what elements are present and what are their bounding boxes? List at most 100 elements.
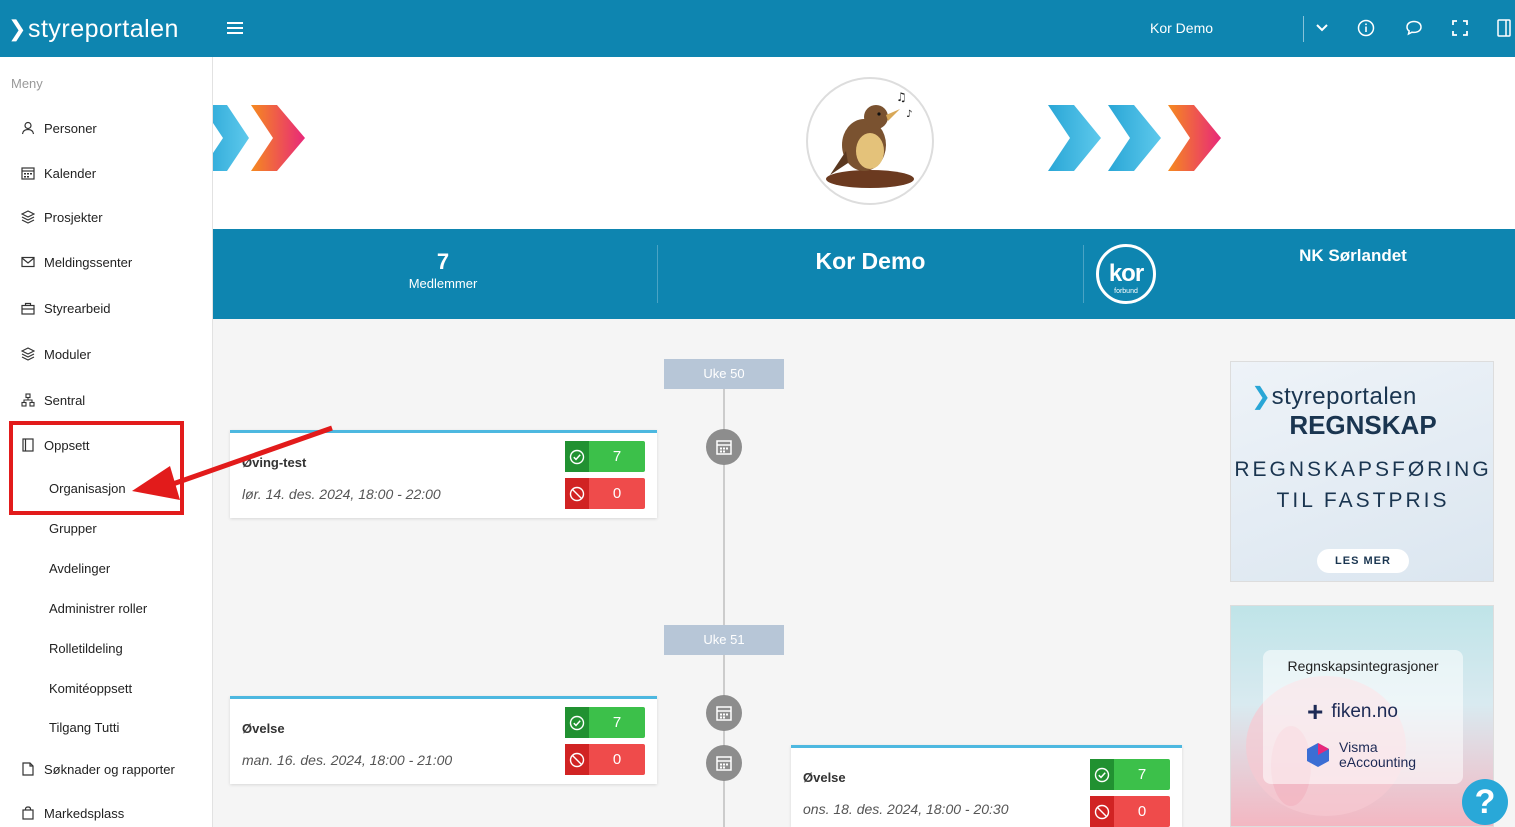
sidebar-subitem-avdelinger[interactable]: Avdelinger bbox=[49, 561, 111, 576]
calendar-icon bbox=[20, 165, 36, 181]
svg-text:♫: ♫ bbox=[896, 90, 907, 104]
accept-count: 7 bbox=[612, 714, 622, 731]
sidebar-item-label: Personer bbox=[44, 120, 97, 136]
federation-logo-text: kor bbox=[1108, 260, 1144, 287]
event-title: Øvelse bbox=[242, 721, 285, 736]
svg-text:♪: ♪ bbox=[906, 109, 912, 120]
event-card[interactable]: Øvelse ons. 18. des. 2024, 18:00 - 20:30… bbox=[791, 745, 1182, 827]
menu-toggle-icon[interactable] bbox=[227, 19, 243, 39]
sidebar-item-moduler[interactable]: Moduler bbox=[20, 344, 91, 364]
decline-button[interactable]: 0 bbox=[1090, 796, 1170, 827]
federation-logo-sub: forbund bbox=[1114, 288, 1138, 295]
sidebar-item-oppsett[interactable]: Oppsett bbox=[20, 435, 90, 455]
sidebar-item-label: Styrearbeid bbox=[44, 300, 111, 316]
chat-icon[interactable] bbox=[1404, 18, 1424, 38]
visma-logo: Visma eAccounting bbox=[1305, 740, 1416, 770]
stats-divider bbox=[657, 245, 658, 303]
sidebar-item-personer[interactable]: Personer bbox=[20, 118, 97, 138]
sidebar-subitem-grupper[interactable]: Grupper bbox=[49, 521, 97, 536]
event-title: Øvelse bbox=[803, 770, 846, 785]
event-date: lør. 14. des. 2024, 18:00 - 22:00 bbox=[242, 486, 441, 502]
chevron-down-icon[interactable] bbox=[1312, 18, 1332, 38]
org-avatar: ♫ ♪ bbox=[806, 77, 934, 205]
header-org-name: Kor Demo bbox=[1150, 20, 1214, 36]
singing-bird-image: ♫ ♪ bbox=[826, 90, 914, 188]
decline-button[interactable]: 0 bbox=[565, 744, 645, 775]
sidebar-item-sentral[interactable]: Sentral bbox=[20, 390, 85, 410]
calendar-icon bbox=[706, 745, 742, 781]
sidebar-item-prosjekter[interactable]: Prosjekter bbox=[20, 207, 103, 227]
members-count: 7 bbox=[436, 249, 450, 274]
integrations-heading: Regnskapsintegrasjoner bbox=[1287, 658, 1439, 674]
decline-button[interactable]: 0 bbox=[565, 478, 645, 509]
top-bar: ❯ styreportalen Kor Demo bbox=[0, 0, 1515, 57]
main-content: ♫ ♪ 7 Medlemmer Kor Demo kor forbund NK … bbox=[213, 57, 1515, 827]
sidebar-item-label: Oppsett bbox=[44, 437, 90, 453]
calendar-icon bbox=[706, 695, 742, 731]
person-icon bbox=[20, 120, 36, 136]
event-card[interactable]: Øving-test lør. 14. des. 2024, 18:00 - 2… bbox=[230, 430, 657, 518]
accept-button[interactable]: 7 bbox=[1090, 759, 1170, 790]
logo-text: styreportalen bbox=[27, 14, 179, 43]
week-label: Uke 50 bbox=[664, 359, 784, 389]
sidebar-item-label: Prosjekter bbox=[44, 209, 103, 225]
decline-count: 0 bbox=[612, 751, 622, 768]
stats-divider bbox=[1083, 245, 1084, 303]
app-logo[interactable]: ❯ styreportalen bbox=[8, 14, 179, 44]
sidebar-subitem-administrer-roller[interactable]: Administrer roller bbox=[49, 601, 148, 616]
integrations-ad-banner[interactable]: Regnskapsintegrasjoner + fiken.no Visma e… bbox=[1230, 605, 1494, 827]
sidebar-item-soknader[interactable]: Søknader og rapporter bbox=[20, 759, 175, 779]
fullscreen-icon[interactable] bbox=[1450, 18, 1470, 38]
sidebar-item-styrearbeid[interactable]: Styrearbeid bbox=[20, 298, 110, 318]
regnskap-ad-banner[interactable]: ❯styreportalen REGNSKAP REGNSKAPSFØRING … bbox=[1230, 361, 1494, 582]
ad-tagline-2: TIL FASTPRIS bbox=[1276, 489, 1450, 512]
accept-button[interactable]: 7 bbox=[565, 441, 645, 472]
hierarchy-icon bbox=[20, 392, 36, 408]
sidebar-item-label: Meldingssenter bbox=[44, 254, 133, 270]
week-label: Uke 51 bbox=[664, 625, 784, 655]
ad-headline: REGNSKAP bbox=[1289, 410, 1437, 440]
sidebar-item-kalender[interactable]: Kalender bbox=[20, 163, 96, 183]
org-title: Kor Demo bbox=[815, 248, 926, 274]
sidebar-item-meldingssenter[interactable]: Meldingssenter bbox=[20, 252, 132, 272]
annotation-highlight-box bbox=[9, 421, 184, 515]
banner-decoration bbox=[213, 105, 1221, 171]
decline-count: 0 bbox=[612, 485, 622, 502]
calendar-icon bbox=[706, 429, 742, 465]
event-date: ons. 18. des. 2024, 18:00 - 20:30 bbox=[803, 801, 1009, 817]
sidebar-subitem-komiteoppsett[interactable]: Komitéoppsett bbox=[49, 681, 133, 696]
ban-icon bbox=[565, 478, 589, 509]
book-icon bbox=[20, 437, 36, 453]
sidebar-item-label: Sentral bbox=[44, 392, 86, 408]
event-date: man. 16. des. 2024, 18:00 - 21:00 bbox=[242, 752, 453, 768]
layers-icon bbox=[20, 209, 36, 225]
ad-brand-chevron-icon: ❯ bbox=[1251, 383, 1272, 410]
sidebar-subitem-organisasjon[interactable]: Organisasjon bbox=[49, 481, 126, 496]
briefcase-icon bbox=[20, 300, 36, 316]
members-label: Medlemmer bbox=[408, 276, 478, 291]
sidebar-item-label: Søknader og rapporter bbox=[44, 761, 175, 777]
help-button[interactable]: ? bbox=[1462, 779, 1508, 825]
ad-tagline-1: REGNSKAPSFØRING bbox=[1234, 458, 1492, 481]
sidebar-item-label: Kalender bbox=[44, 165, 97, 181]
event-title: Øving-test bbox=[242, 455, 307, 470]
integrations-card: Regnskapsintegrasjoner + fiken.no Visma e… bbox=[1263, 650, 1463, 784]
sidebar-item-label: Markedsplass bbox=[44, 805, 125, 821]
sidebar-item-markedsplass[interactable]: Markedsplass bbox=[20, 803, 124, 823]
sidebar-toggle-icon[interactable] bbox=[1494, 18, 1514, 38]
region-name: NK Sørlandet bbox=[1299, 246, 1407, 265]
accept-button[interactable]: 7 bbox=[565, 707, 645, 738]
sidebar-subitem-tilgang-tutti[interactable]: Tilgang Tutti bbox=[49, 720, 120, 735]
fiken-logo: + fiken.no bbox=[1307, 696, 1398, 727]
decline-count: 0 bbox=[1137, 803, 1147, 820]
logo-chevron-icon: ❯ bbox=[8, 16, 27, 41]
info-icon[interactable] bbox=[1356, 18, 1376, 38]
bag-icon bbox=[20, 805, 36, 821]
event-card[interactable]: Øvelse man. 16. des. 2024, 18:00 - 21:00… bbox=[230, 696, 657, 784]
check-circle-icon bbox=[565, 707, 589, 738]
sidebar-subitem-rolletildeling[interactable]: Rolletildeling bbox=[49, 641, 123, 656]
les-mer-button[interactable]: LES MER bbox=[1317, 549, 1409, 573]
check-circle-icon bbox=[565, 441, 589, 472]
accept-count: 7 bbox=[612, 448, 622, 465]
org-banner: ♫ ♪ bbox=[213, 57, 1515, 229]
